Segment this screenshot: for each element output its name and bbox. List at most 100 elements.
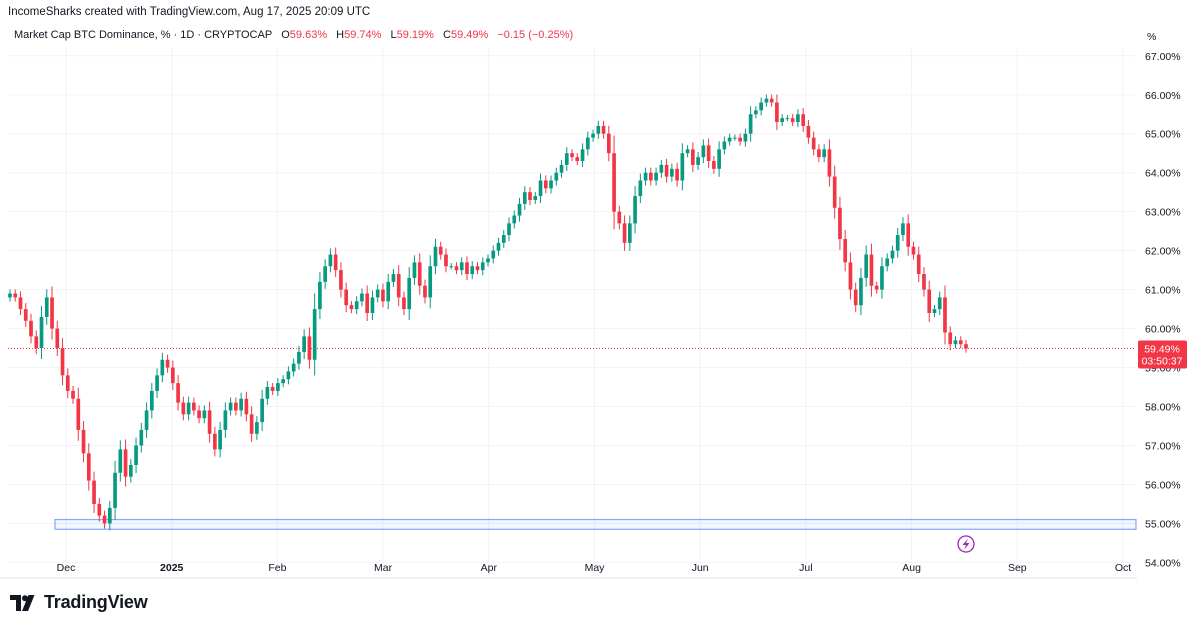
candle-body bbox=[691, 149, 695, 165]
price-tick-label: 65.00% bbox=[1145, 129, 1181, 141]
candle-body bbox=[417, 262, 422, 286]
candle-body bbox=[360, 293, 364, 302]
candles bbox=[8, 94, 968, 531]
candle-body bbox=[911, 246, 916, 255]
candle-body bbox=[402, 297, 406, 310]
candle-body bbox=[71, 390, 75, 399]
candle-body bbox=[44, 297, 49, 317]
candle-body bbox=[717, 149, 721, 169]
candle-body bbox=[102, 515, 107, 524]
candle-body bbox=[55, 328, 60, 349]
candle-body bbox=[297, 351, 301, 364]
candle-body bbox=[213, 433, 217, 450]
close-label: C bbox=[443, 29, 451, 41]
price-tick-label: 66.00% bbox=[1145, 90, 1181, 102]
candle-body bbox=[517, 203, 522, 216]
candle-body bbox=[654, 172, 658, 181]
candle-body bbox=[648, 172, 653, 181]
candle-body bbox=[633, 196, 637, 224]
candle-body bbox=[81, 429, 86, 454]
candle-body bbox=[874, 285, 879, 290]
candle-body bbox=[617, 211, 622, 224]
candle-body bbox=[948, 332, 953, 345]
candle-body bbox=[832, 176, 837, 208]
candle-body bbox=[838, 207, 842, 239]
candle-body bbox=[465, 262, 469, 275]
candle-body bbox=[533, 196, 538, 200]
candle-body bbox=[895, 235, 900, 251]
candle-body bbox=[796, 114, 800, 123]
candle-body bbox=[880, 266, 884, 290]
candle-body bbox=[134, 445, 138, 465]
candle-body bbox=[50, 297, 54, 329]
candle-body bbox=[922, 274, 926, 290]
candle-body bbox=[365, 293, 370, 313]
candle-body bbox=[606, 133, 611, 154]
candle-body bbox=[507, 223, 511, 236]
event-marker[interactable] bbox=[957, 535, 975, 553]
candle-body bbox=[953, 340, 958, 345]
time-tick-label: Oct bbox=[1115, 562, 1131, 574]
candle-body bbox=[354, 301, 359, 310]
high-label: H bbox=[336, 29, 345, 41]
candle-body bbox=[748, 114, 753, 134]
candle-body bbox=[407, 277, 412, 310]
change-value: −0.15 (−0.25%) bbox=[497, 29, 574, 41]
candle-body bbox=[575, 157, 580, 162]
candle-body bbox=[827, 149, 832, 177]
candle-body bbox=[627, 223, 632, 243]
candle-body bbox=[864, 254, 869, 278]
candle-body bbox=[759, 102, 763, 111]
candle-body bbox=[601, 125, 606, 134]
candle-body bbox=[454, 266, 459, 271]
candle-body bbox=[612, 153, 616, 212]
candle-body bbox=[543, 180, 548, 189]
candle-body bbox=[286, 371, 291, 380]
candle-body bbox=[107, 507, 112, 524]
candle-body bbox=[8, 293, 12, 298]
candle-body bbox=[764, 98, 769, 103]
candle-body bbox=[937, 297, 942, 310]
candle-body bbox=[249, 414, 254, 434]
candle-body bbox=[927, 289, 932, 313]
candle-body bbox=[197, 410, 201, 419]
candle-body bbox=[255, 422, 259, 434]
candle-body bbox=[18, 297, 23, 310]
candle-body bbox=[475, 266, 480, 271]
candle-body bbox=[192, 402, 196, 411]
candle-body bbox=[344, 289, 349, 306]
candle-body bbox=[780, 118, 784, 123]
candle-body bbox=[207, 410, 212, 434]
candle-body bbox=[23, 309, 28, 321]
candle-body bbox=[549, 180, 553, 189]
candle-body bbox=[958, 340, 963, 345]
price-tick-label: 67.00% bbox=[1145, 51, 1181, 63]
price-tick-label: 57.00% bbox=[1145, 441, 1181, 453]
low-value: 59.19% bbox=[396, 29, 434, 41]
candle-body bbox=[738, 137, 742, 142]
price-tick-label: 63.00% bbox=[1145, 207, 1181, 219]
time-tick-label: Jul bbox=[799, 562, 812, 574]
candle-body bbox=[785, 118, 790, 120]
candle-body bbox=[585, 137, 590, 150]
candle-body bbox=[312, 309, 317, 360]
candle-body bbox=[859, 277, 863, 306]
candle-body bbox=[176, 383, 180, 403]
candle-body bbox=[554, 172, 559, 181]
candle-body bbox=[638, 180, 643, 197]
candle-body bbox=[386, 281, 391, 302]
candle-body bbox=[270, 387, 275, 391]
candle-body bbox=[817, 149, 821, 158]
candle-body bbox=[712, 161, 716, 169]
candle-body bbox=[943, 297, 947, 333]
candle-body bbox=[906, 223, 911, 247]
price-tag-countdown: 03:50:37 bbox=[1142, 355, 1183, 367]
candle-body bbox=[218, 429, 222, 450]
chart-credit: IncomeSharks created with TradingView.co… bbox=[8, 6, 371, 18]
candle-body bbox=[123, 449, 128, 477]
candle-body bbox=[375, 289, 380, 298]
candle-body bbox=[13, 293, 18, 298]
time-tick-label: Feb bbox=[268, 562, 286, 574]
tradingview-logo[interactable]: TradingView bbox=[10, 592, 148, 613]
